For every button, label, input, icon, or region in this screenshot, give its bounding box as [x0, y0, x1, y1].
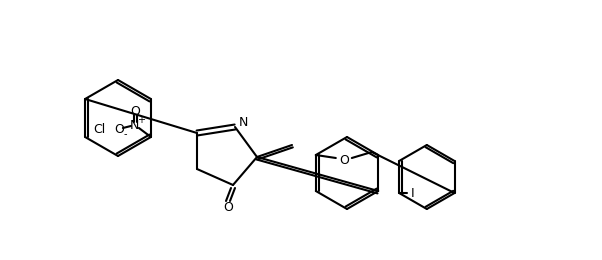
Text: I: I [411, 186, 415, 199]
Text: N: N [239, 115, 249, 128]
Text: O: O [130, 105, 140, 118]
Text: O: O [339, 153, 349, 166]
Text: -: - [123, 129, 126, 139]
Text: N: N [130, 119, 140, 132]
Text: Cl: Cl [93, 122, 105, 135]
Text: O: O [114, 122, 124, 135]
Text: +: + [137, 115, 145, 125]
Text: O: O [223, 200, 233, 213]
